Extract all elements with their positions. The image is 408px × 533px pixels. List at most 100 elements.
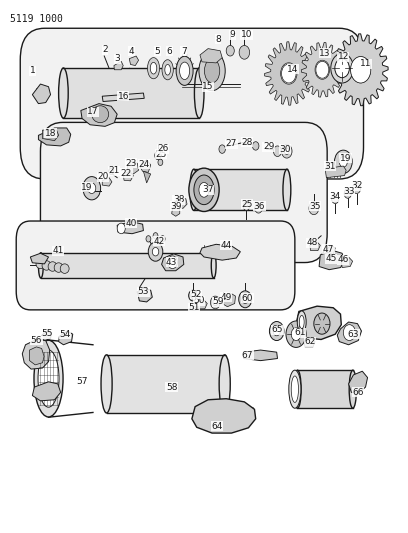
Polygon shape xyxy=(81,103,117,126)
Polygon shape xyxy=(333,34,388,106)
Polygon shape xyxy=(38,128,71,146)
Polygon shape xyxy=(200,49,222,63)
Text: 15: 15 xyxy=(202,82,214,91)
Text: 43: 43 xyxy=(166,258,177,267)
Text: 24: 24 xyxy=(139,160,150,169)
Circle shape xyxy=(213,300,218,305)
Ellipse shape xyxy=(54,263,63,272)
Circle shape xyxy=(88,183,96,193)
Ellipse shape xyxy=(204,59,220,83)
Text: 32: 32 xyxy=(352,181,363,190)
Circle shape xyxy=(168,256,177,269)
Polygon shape xyxy=(194,169,287,211)
Polygon shape xyxy=(264,42,313,105)
Text: 38: 38 xyxy=(173,196,184,204)
Text: 10: 10 xyxy=(241,30,252,39)
Circle shape xyxy=(351,56,371,83)
Text: 37: 37 xyxy=(202,185,214,195)
Polygon shape xyxy=(30,253,49,264)
Ellipse shape xyxy=(34,340,63,417)
Text: 1: 1 xyxy=(29,66,35,75)
Text: 41: 41 xyxy=(52,246,64,255)
Text: 64: 64 xyxy=(212,422,223,431)
Circle shape xyxy=(191,293,195,298)
Text: 11: 11 xyxy=(360,60,371,68)
Polygon shape xyxy=(337,322,361,345)
Text: 48: 48 xyxy=(306,238,318,247)
Text: 57: 57 xyxy=(76,377,88,386)
Circle shape xyxy=(315,60,330,79)
Text: 26: 26 xyxy=(157,144,169,153)
Ellipse shape xyxy=(190,169,198,211)
Ellipse shape xyxy=(219,355,230,413)
Ellipse shape xyxy=(150,62,157,74)
Text: 2: 2 xyxy=(102,45,108,54)
Circle shape xyxy=(255,204,262,213)
Text: 66: 66 xyxy=(353,388,364,397)
Ellipse shape xyxy=(291,376,299,402)
Ellipse shape xyxy=(294,370,301,408)
Text: 50: 50 xyxy=(193,296,205,305)
Circle shape xyxy=(148,242,163,261)
Polygon shape xyxy=(32,84,51,103)
Text: 3: 3 xyxy=(114,54,120,63)
Ellipse shape xyxy=(36,259,45,269)
Circle shape xyxy=(350,56,371,83)
Ellipse shape xyxy=(297,311,306,333)
Polygon shape xyxy=(200,244,240,260)
Text: 28: 28 xyxy=(242,138,253,147)
Text: 35: 35 xyxy=(309,201,321,211)
Text: 44: 44 xyxy=(221,241,232,250)
Text: 62: 62 xyxy=(304,337,315,346)
Circle shape xyxy=(146,236,151,242)
Circle shape xyxy=(331,53,353,83)
Text: 59: 59 xyxy=(213,297,224,306)
Circle shape xyxy=(109,168,113,174)
Circle shape xyxy=(286,321,306,348)
Ellipse shape xyxy=(199,51,225,91)
Text: 23: 23 xyxy=(126,159,137,168)
Ellipse shape xyxy=(211,253,216,278)
Polygon shape xyxy=(102,177,112,186)
Text: 12: 12 xyxy=(338,52,349,61)
Polygon shape xyxy=(22,340,50,369)
Polygon shape xyxy=(29,347,44,365)
Polygon shape xyxy=(41,253,214,278)
Text: 4: 4 xyxy=(129,47,134,56)
Polygon shape xyxy=(140,160,151,172)
Text: 13: 13 xyxy=(319,49,331,58)
Polygon shape xyxy=(304,338,315,347)
FancyBboxPatch shape xyxy=(16,221,295,310)
FancyBboxPatch shape xyxy=(20,28,364,179)
Circle shape xyxy=(273,326,280,336)
Text: 27: 27 xyxy=(226,139,237,148)
Text: 31: 31 xyxy=(324,161,336,171)
Text: 9: 9 xyxy=(229,30,235,39)
Text: 46: 46 xyxy=(338,255,349,264)
Text: 34: 34 xyxy=(330,192,341,201)
Text: 29: 29 xyxy=(263,142,274,151)
Text: 56: 56 xyxy=(31,336,42,345)
Circle shape xyxy=(239,291,252,308)
Polygon shape xyxy=(325,245,335,255)
Polygon shape xyxy=(198,300,207,309)
Circle shape xyxy=(335,150,352,173)
Circle shape xyxy=(281,63,297,84)
Circle shape xyxy=(284,148,289,155)
Polygon shape xyxy=(41,331,51,341)
Ellipse shape xyxy=(101,355,112,413)
Polygon shape xyxy=(348,371,368,393)
Text: 67: 67 xyxy=(242,351,253,360)
Text: 49: 49 xyxy=(220,293,232,302)
Ellipse shape xyxy=(190,305,197,310)
Text: 16: 16 xyxy=(118,92,129,101)
Text: 19: 19 xyxy=(339,154,351,163)
Text: 25: 25 xyxy=(155,150,166,159)
Text: 18: 18 xyxy=(45,129,56,138)
Polygon shape xyxy=(297,306,341,340)
Ellipse shape xyxy=(349,370,357,408)
Text: 45: 45 xyxy=(326,254,337,263)
Polygon shape xyxy=(310,241,320,251)
Polygon shape xyxy=(129,56,139,66)
Text: 22: 22 xyxy=(121,169,132,178)
